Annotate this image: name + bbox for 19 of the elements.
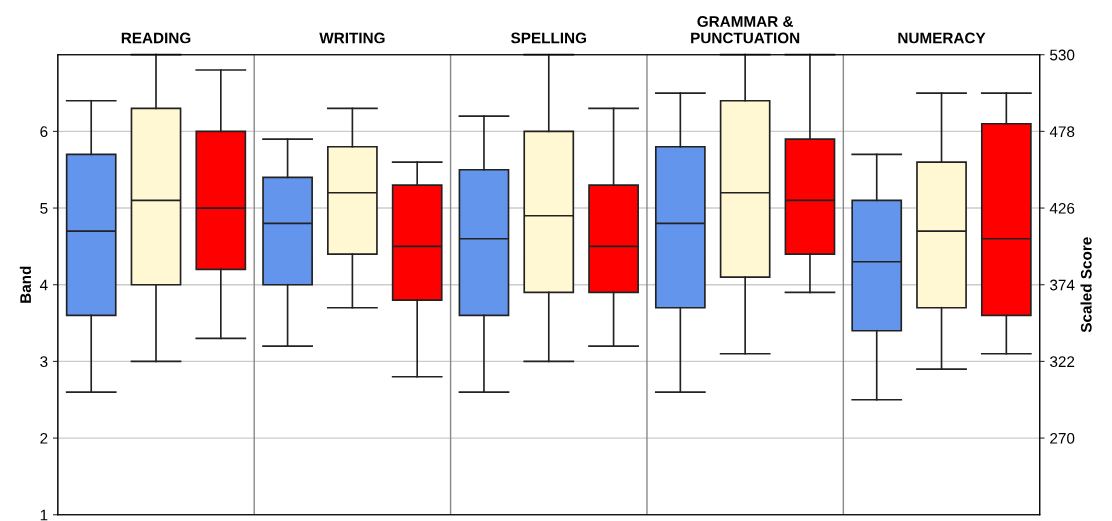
y-tick-label: 2: [40, 432, 48, 444]
y-tick-label: 4: [39, 279, 48, 291]
y2-axis-title: Scaled Score: [1080, 237, 1092, 333]
x-tick-label: WRITING: [319, 32, 385, 44]
y2-tick-label: 530: [1050, 49, 1075, 61]
x-tick-label: GRAMMAR & PUNCTUATION: [691, 16, 800, 44]
y-axis-title: Band: [19, 266, 32, 303]
y-tick-label: 1: [40, 509, 48, 521]
x-tick-label: NUMERACY: [898, 32, 986, 44]
y-tick-label: 3: [40, 356, 48, 368]
y-tick-label: 5: [40, 203, 48, 214]
y2-tick-label: 478: [1049, 126, 1075, 138]
y2-tick-label: 426: [1049, 202, 1075, 214]
y2-tick-label: 374: [1050, 279, 1075, 291]
y2-tick-label: 270: [1050, 432, 1075, 444]
y2-tick-label: 322: [1050, 356, 1075, 368]
y-tick-label: 6: [40, 126, 48, 138]
x-tick-label: SPELLING: [511, 32, 587, 44]
x-tick-label: READING: [121, 32, 191, 44]
